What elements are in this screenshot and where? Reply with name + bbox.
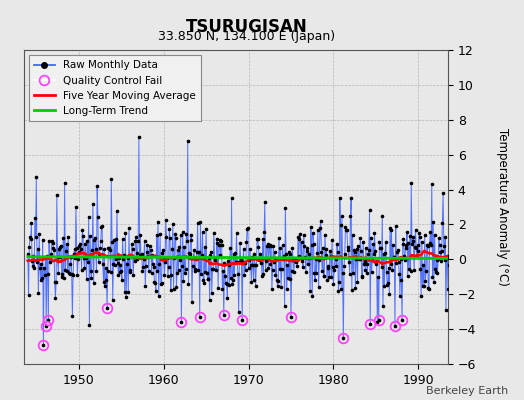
Text: Berkeley Earth: Berkeley Earth — [426, 386, 508, 396]
Legend: Raw Monthly Data, Quality Control Fail, Five Year Moving Average, Long-Term Tren: Raw Monthly Data, Quality Control Fail, … — [29, 55, 201, 121]
Text: 33.850 N, 134.100 E (Japan): 33.850 N, 134.100 E (Japan) — [158, 30, 335, 43]
Text: TSURUGISAN: TSURUGISAN — [185, 18, 307, 36]
Y-axis label: Temperature Anomaly (°C): Temperature Anomaly (°C) — [496, 128, 509, 286]
